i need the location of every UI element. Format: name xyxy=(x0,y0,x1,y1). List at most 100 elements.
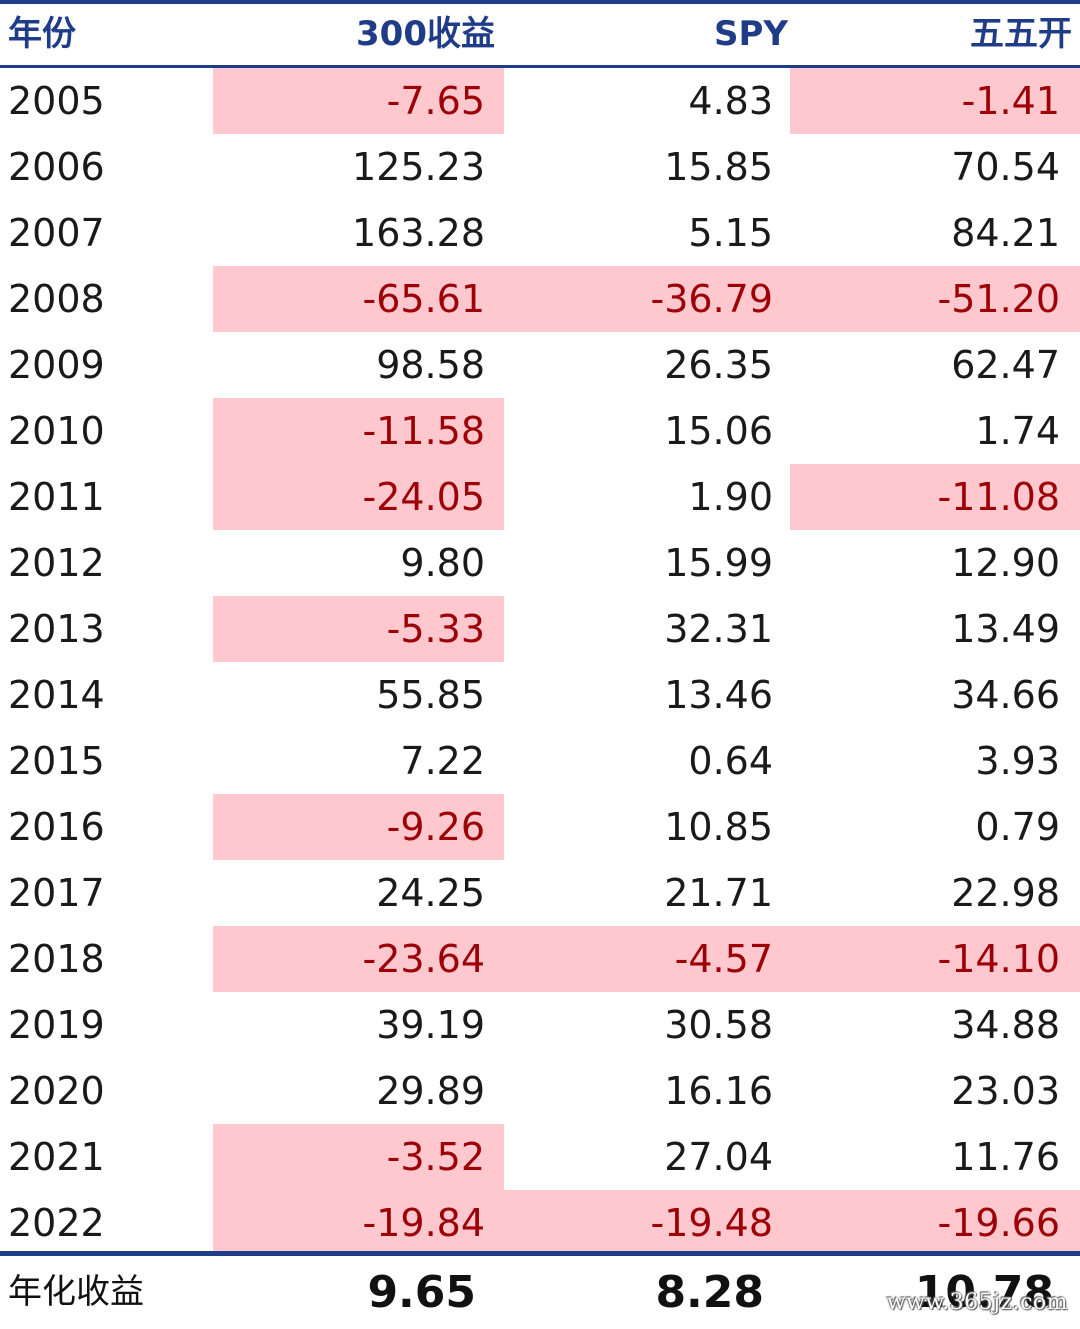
header-rule xyxy=(0,65,1080,68)
cell-year: 2021 xyxy=(8,1135,105,1179)
cell-year: 2013 xyxy=(8,607,105,651)
cell-year: 2009 xyxy=(8,343,105,387)
top-rule xyxy=(0,0,1080,4)
table-row: 2011 -24.05 1.90 -11.08 xyxy=(0,464,1080,530)
cell-fifty-fifty: 0.79 xyxy=(975,805,1060,849)
cell-csi300: 125.23 xyxy=(352,145,485,189)
cell-fifty-fifty: 13.49 xyxy=(951,607,1060,651)
annualized-fifty-fifty: 10.78 xyxy=(914,1267,1054,1318)
cell-year: 2008 xyxy=(8,277,105,321)
cell-fifty-fifty: 84.21 xyxy=(951,211,1060,255)
cell-csi300: -11.58 xyxy=(213,398,504,464)
cell-spy: -4.57 xyxy=(504,926,790,992)
table-row: 2017 24.25 21.71 22.98 xyxy=(0,860,1080,926)
cell-csi300: 98.58 xyxy=(376,343,485,387)
cell-spy: -36.79 xyxy=(504,266,790,332)
table-row: 2006 125.23 15.85 70.54 xyxy=(0,134,1080,200)
cell-spy: 5.15 xyxy=(688,211,773,255)
cell-csi300: -65.61 xyxy=(213,266,504,332)
annualized-csi300: 9.65 xyxy=(367,1267,476,1318)
cell-year: 2015 xyxy=(8,739,105,783)
cell-fifty-fifty: 11.76 xyxy=(951,1135,1060,1179)
cell-year: 2012 xyxy=(8,541,105,585)
cell-year: 2011 xyxy=(8,475,105,519)
header-fifty-fifty: 五五开 xyxy=(970,14,1072,54)
cell-csi300: 163.28 xyxy=(352,211,485,255)
cell-spy: 30.58 xyxy=(664,1003,773,1047)
cell-year: 2022 xyxy=(8,1201,105,1245)
cell-csi300: -7.65 xyxy=(213,68,504,134)
cell-csi300: 55.85 xyxy=(376,673,485,717)
cell-fifty-fifty: 22.98 xyxy=(951,871,1060,915)
header-spy: SPY xyxy=(713,14,788,54)
header-row: 年份 300收益 SPY 五五开 xyxy=(0,4,1080,65)
cell-spy: 15.06 xyxy=(664,409,773,453)
cell-spy: 4.83 xyxy=(688,79,773,123)
cell-fifty-fifty: -19.66 xyxy=(790,1190,1080,1256)
cell-csi300: -24.05 xyxy=(213,464,504,530)
cell-year: 2016 xyxy=(8,805,105,849)
table-row: 2019 39.19 30.58 34.88 xyxy=(0,992,1080,1058)
cell-fifty-fifty: 23.03 xyxy=(951,1069,1060,1113)
cell-fifty-fifty: 70.54 xyxy=(951,145,1060,189)
table-row: 2016 -9.26 10.85 0.79 xyxy=(0,794,1080,860)
table-row: 2009 98.58 26.35 62.47 xyxy=(0,332,1080,398)
cell-fifty-fifty: -51.20 xyxy=(790,266,1080,332)
cell-csi300: 9.80 xyxy=(400,541,485,585)
cell-fifty-fifty: 34.88 xyxy=(951,1003,1060,1047)
cell-csi300: 24.25 xyxy=(376,871,485,915)
table-row: 2007 163.28 5.15 84.21 xyxy=(0,200,1080,266)
cell-year: 2005 xyxy=(8,79,105,123)
cell-year: 2020 xyxy=(8,1069,105,1113)
cell-year: 2019 xyxy=(8,1003,105,1047)
annualized-spy: 8.28 xyxy=(655,1267,764,1318)
cell-spy: 27.04 xyxy=(664,1135,773,1179)
cell-spy: 32.31 xyxy=(664,607,773,651)
annualized-return-label: 年化收益 xyxy=(8,1272,144,1312)
cell-spy: 1.90 xyxy=(688,475,773,519)
cell-fifty-fifty: 12.90 xyxy=(951,541,1060,585)
header-year: 年份 xyxy=(8,14,76,54)
table-row: 2005 -7.65 4.83 -1.41 xyxy=(0,68,1080,134)
table-row: 2015 7.22 0.64 3.93 xyxy=(0,728,1080,794)
watermark: www.365jz.com xyxy=(886,1290,1068,1315)
cell-fifty-fifty: 62.47 xyxy=(951,343,1060,387)
cell-year: 2018 xyxy=(8,937,105,981)
cell-spy: 15.85 xyxy=(664,145,773,189)
cell-csi300: 7.22 xyxy=(400,739,485,783)
cell-csi300: -3.52 xyxy=(213,1124,504,1190)
cell-year: 2007 xyxy=(8,211,105,255)
cell-spy: 0.64 xyxy=(688,739,773,783)
cell-spy: 21.71 xyxy=(664,871,773,915)
cell-spy: 10.85 xyxy=(664,805,773,849)
cell-fifty-fifty: 34.66 xyxy=(951,673,1060,717)
cell-fifty-fifty: -11.08 xyxy=(790,464,1080,530)
cell-spy: 13.46 xyxy=(664,673,773,717)
cell-fifty-fifty: 3.93 xyxy=(975,739,1060,783)
cell-year: 2006 xyxy=(8,145,105,189)
cell-fifty-fifty: -1.41 xyxy=(790,68,1080,134)
cell-fifty-fifty: -14.10 xyxy=(790,926,1080,992)
table-body: 2005 -7.65 4.83 -1.41 2006 125.23 15.85 70.54 20… xyxy=(0,68,1080,1256)
table-row: 2014 55.85 13.46 34.66 xyxy=(0,662,1080,728)
table-row: 2012 9.80 15.99 12.90 xyxy=(0,530,1080,596)
cell-csi300: -9.26 xyxy=(213,794,504,860)
table-row: 2022 -19.84 -19.48 -19.66 xyxy=(0,1190,1080,1256)
cell-csi300: -5.33 xyxy=(213,596,504,662)
cell-csi300: -19.84 xyxy=(213,1190,504,1256)
table-row: 2010 -11.58 15.06 1.74 xyxy=(0,398,1080,464)
cell-spy: 16.16 xyxy=(664,1069,773,1113)
table-row: 2018 -23.64 -4.57 -14.10 xyxy=(0,926,1080,992)
cell-year: 2014 xyxy=(8,673,105,717)
cell-csi300: -23.64 xyxy=(213,926,504,992)
cell-fifty-fifty: 1.74 xyxy=(975,409,1060,453)
cell-spy: 15.99 xyxy=(664,541,773,585)
cell-year: 2010 xyxy=(8,409,105,453)
annualized-return-row: 年化收益 9.65 8.28 10.78 xyxy=(0,1256,1080,1329)
header-csi300: 300收益 xyxy=(356,14,495,54)
table-row: 2020 29.89 16.16 23.03 xyxy=(0,1058,1080,1124)
cell-spy: 26.35 xyxy=(664,343,773,387)
cell-spy: -19.48 xyxy=(504,1190,790,1256)
table-row: 2008 -65.61 -36.79 -51.20 xyxy=(0,266,1080,332)
cell-year: 2017 xyxy=(8,871,105,915)
